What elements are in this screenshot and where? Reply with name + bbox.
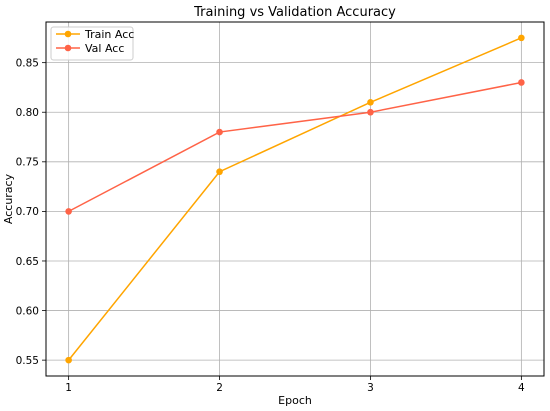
chart-title: Training vs Validation Accuracy (193, 5, 396, 20)
series-layer (65, 34, 525, 364)
train-acc-point (65, 356, 72, 364)
val-acc-point (65, 208, 72, 215)
x-tick-label: 2 (216, 382, 223, 394)
val-acc-point (367, 108, 374, 116)
y-tick-label: 0.85 (16, 57, 39, 69)
train-acc-line (68, 37, 522, 361)
val-acc-point (518, 79, 525, 86)
val-acc-legend-label: Val Acc (85, 42, 124, 55)
plot-frame (45, 21, 545, 377)
y-tick-label: 0.55 (16, 355, 39, 367)
train-acc-point (216, 168, 223, 176)
axis-ticks: 1 2 3 4 0.55 0.60 0.65 0.70 0.75 0.80 0.85 (16, 57, 525, 394)
val-acc-legend-marker (64, 44, 72, 52)
train-acc-legend-label: Train Acc (84, 28, 134, 41)
grid-lines (46, 22, 544, 376)
train-acc-point (367, 99, 374, 106)
x-tick-label: 1 (65, 382, 72, 394)
x-axis-label: Epoch (278, 394, 312, 407)
y-tick-label: 0.65 (16, 256, 39, 268)
y-tick-label: 0.80 (16, 107, 39, 119)
y-tick-label: 0.60 (16, 305, 39, 317)
y-tick-label: 0.75 (16, 157, 39, 169)
x-tick-label: 3 (367, 382, 374, 394)
legend-box (50, 26, 134, 61)
val-acc-point (216, 128, 223, 136)
y-tick-label: 0.70 (16, 206, 39, 218)
train-acc-point (518, 34, 525, 42)
x-tick-label: 4 (518, 382, 525, 394)
train-acc-legend-marker (64, 30, 72, 38)
val-acc-line (68, 81, 522, 213)
y-axis-label: Accuracy (2, 173, 15, 224)
